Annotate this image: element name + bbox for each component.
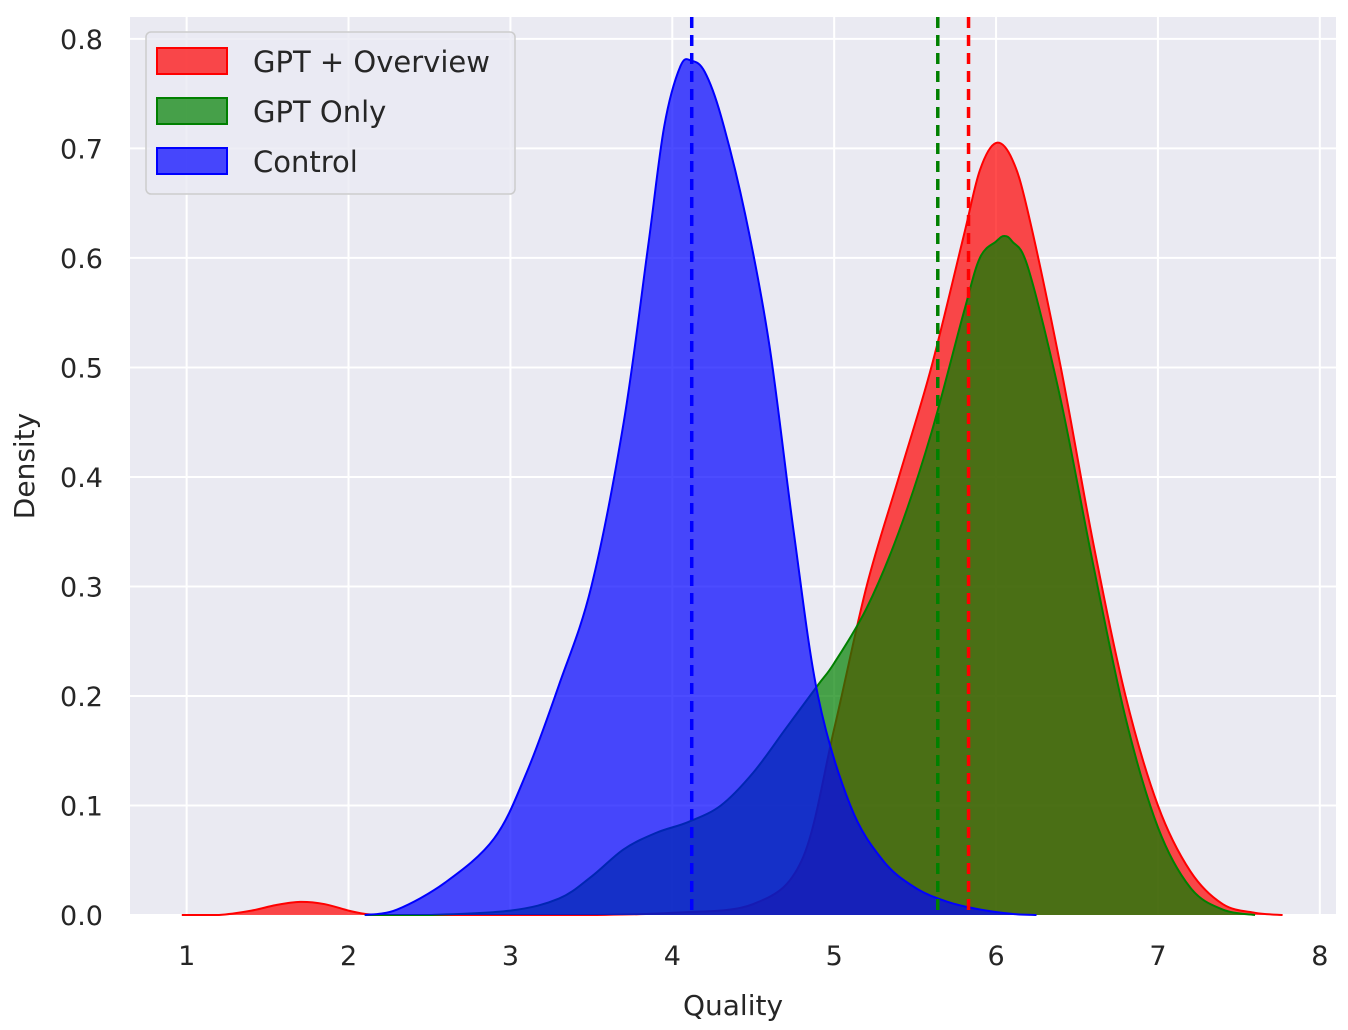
y-tick-label: 0.4 xyxy=(60,463,103,494)
density-area-control xyxy=(364,59,1037,915)
y-tick-label: 0.0 xyxy=(60,901,103,932)
x-tick-label: 5 xyxy=(826,941,843,972)
y-tick-label: 0.3 xyxy=(60,572,103,603)
legend-label-gpt-overview: GPT + Overview xyxy=(253,45,490,79)
y-tick-label: 0.1 xyxy=(60,791,103,822)
legend-swatch-control xyxy=(156,147,228,175)
density-areas xyxy=(181,58,1283,917)
legend: GPT + Overview GPT Only Control xyxy=(145,31,516,195)
mean-lines xyxy=(689,17,971,915)
y-tick-label: 0.8 xyxy=(60,25,103,56)
legend-label-control: Control xyxy=(253,145,358,179)
x-tick-labels: 1 2 3 4 5 6 7 8 xyxy=(178,941,1328,972)
x-tick-label: 4 xyxy=(664,941,681,972)
x-tick-label: 8 xyxy=(1311,941,1328,972)
x-tick-label: 3 xyxy=(502,941,519,972)
density-outline-gpt-overview xyxy=(181,141,1283,917)
y-tick-labels: 0.0 0.1 0.2 0.3 0.4 0.5 0.6 0.7 0.8 xyxy=(60,25,103,932)
y-tick-label: 0.5 xyxy=(60,353,103,384)
legend-swatch-gpt-overview xyxy=(156,47,228,75)
legend-label-gpt-only: GPT Only xyxy=(253,95,386,129)
y-tick-label: 0.7 xyxy=(60,134,103,165)
x-axis-label: Quality xyxy=(683,989,783,1022)
density-area-gpt-only xyxy=(364,236,1256,915)
x-tick-label: 2 xyxy=(340,941,357,972)
x-tick-label: 6 xyxy=(987,941,1004,972)
y-tick-label: 0.2 xyxy=(60,682,103,713)
y-tick-label: 0.6 xyxy=(60,244,103,275)
x-tick-label: 1 xyxy=(178,941,195,972)
legend-box xyxy=(145,31,516,195)
y-axis-label: Density xyxy=(8,413,41,519)
legend-swatch-gpt-only xyxy=(156,97,228,125)
density-outline-control xyxy=(364,58,1037,916)
x-tick-label: 7 xyxy=(1149,941,1166,972)
